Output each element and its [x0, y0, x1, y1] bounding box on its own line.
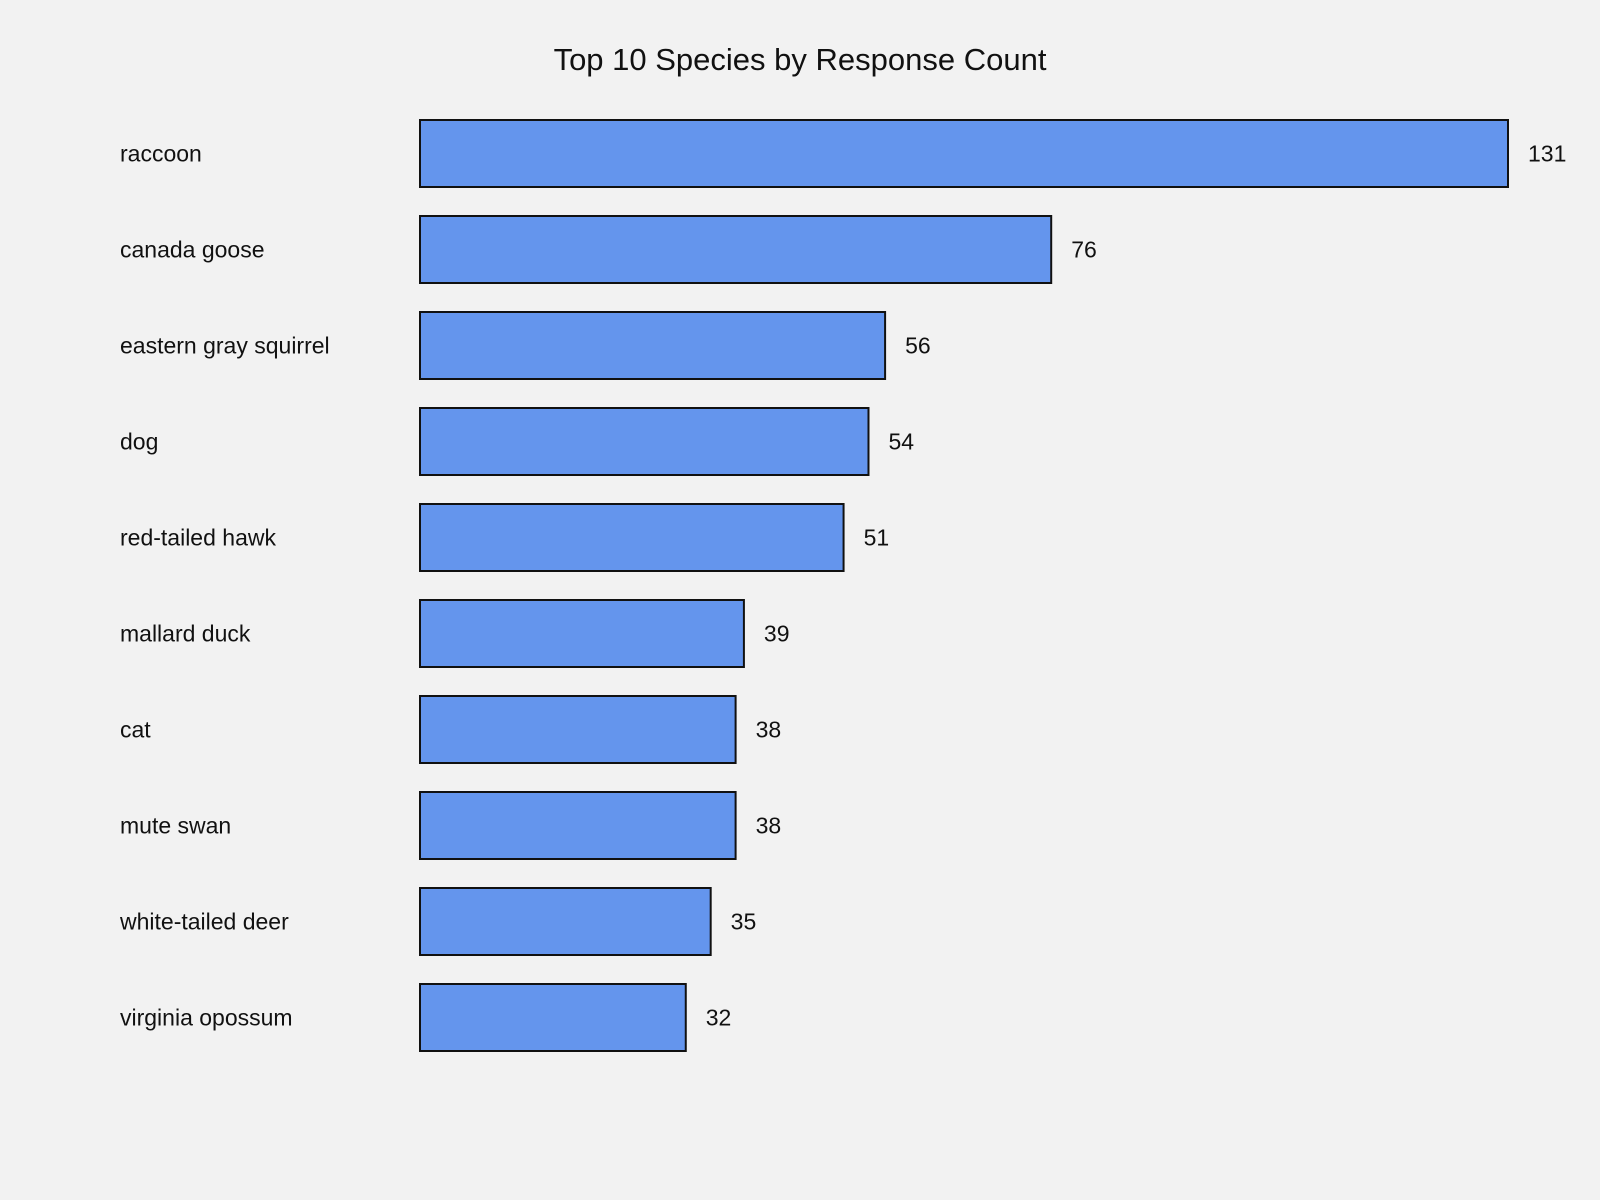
value-label: 51: [864, 525, 890, 551]
category-label: raccoon: [120, 141, 202, 167]
category-label: white-tailed deer: [119, 909, 289, 935]
value-label: 56: [905, 333, 931, 359]
category-label: cat: [120, 717, 151, 743]
bars: [419, 119, 1509, 1052]
value-label: 32: [706, 1005, 732, 1031]
category-label: dog: [120, 429, 158, 455]
chart-title: Top 10 Species by Response Count: [554, 42, 1047, 77]
category-label: mallard duck: [120, 621, 251, 647]
value-labels: 131 76 56 54 51 39 38 38 35 32: [706, 141, 1567, 1031]
bar: [419, 311, 887, 380]
bar: [419, 119, 1509, 188]
value-label: 39: [764, 621, 790, 647]
bar: [419, 887, 712, 956]
bar: [419, 599, 745, 668]
value-label: 35: [731, 909, 757, 935]
value-label: 131: [1528, 141, 1566, 167]
value-label: 38: [756, 813, 782, 839]
value-label: 76: [1071, 237, 1097, 263]
bar: [419, 407, 870, 476]
bar: [419, 983, 687, 1052]
category-label: eastern gray squirrel: [120, 333, 330, 359]
category-labels: raccoon canada goose eastern gray squirrel…: [119, 141, 330, 1031]
category-label: canada goose: [120, 237, 265, 263]
bar: [419, 215, 1053, 284]
value-label: 54: [888, 429, 914, 455]
bar: [419, 695, 737, 764]
value-label: 38: [756, 717, 782, 743]
bar: [419, 791, 737, 860]
category-label: virginia opossum: [120, 1005, 293, 1031]
bar: [419, 503, 845, 572]
category-label: mute swan: [120, 813, 231, 839]
category-label: red-tailed hawk: [120, 525, 276, 551]
